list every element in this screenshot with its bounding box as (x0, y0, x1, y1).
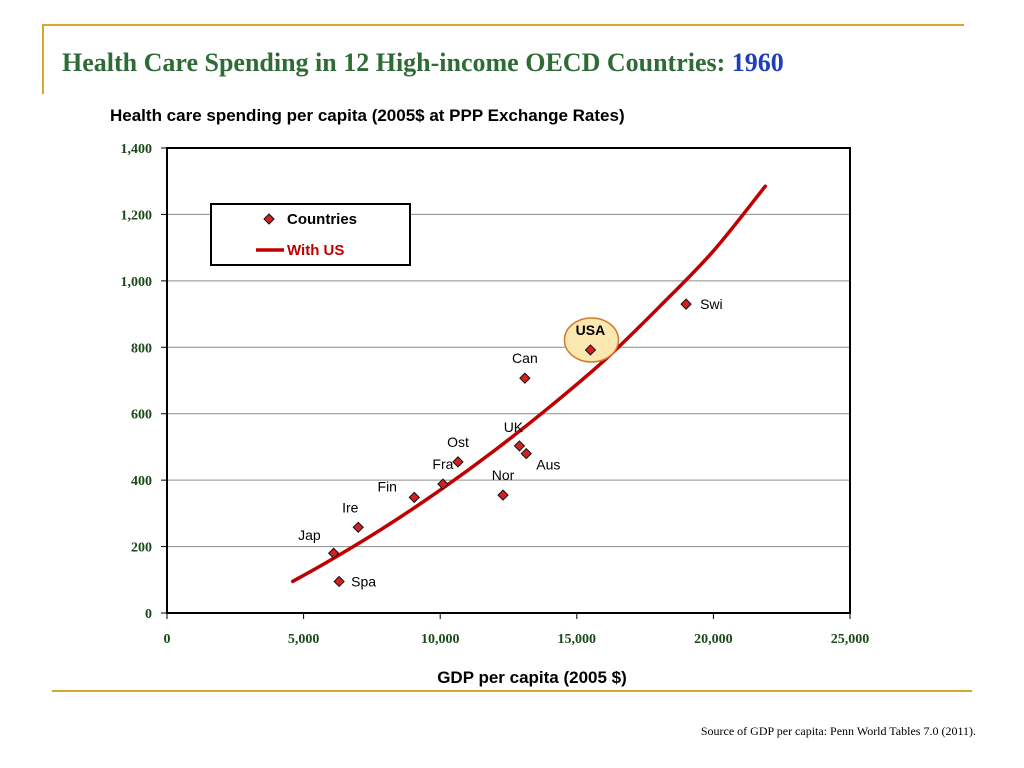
point-fra (437, 478, 449, 490)
y-tick-label-7: 1,400 (121, 142, 153, 157)
x-tick-label-2: 10,000 (421, 632, 460, 647)
point-ire (352, 521, 364, 534)
point-label-can: Can (512, 350, 538, 366)
point-label-swi: Swi (700, 296, 723, 312)
legend-label-with-us: With US (287, 242, 344, 259)
point-usa (584, 344, 597, 356)
point-label-aus: Aus (536, 457, 560, 473)
x-tick-label-4: 20,000 (694, 632, 733, 647)
scatter-chart: 0 200 400 600 800 1,000 1,200 1,400 0 5,000 10,000… (121, 142, 870, 647)
slide-title-year: 1960 (731, 48, 784, 77)
point-uk (513, 440, 526, 452)
y-tick-label-2: 400 (131, 474, 152, 489)
point-label-usa: USA (576, 322, 606, 338)
x-tick-label-3: 15,000 (558, 632, 597, 647)
y-tick-label-0: 0 (145, 607, 152, 622)
left-rule (42, 24, 44, 94)
point-spa (333, 575, 345, 588)
point-label-ost: Ost (447, 434, 469, 450)
point-label-jap: Jap (298, 527, 321, 543)
slide-title: Health Care Spending in 12 High-income O… (62, 48, 784, 78)
y-tick-label-3: 600 (131, 408, 152, 423)
slide-title-text: Health Care Spending in 12 High-income O… (62, 48, 732, 77)
y-tick-label-1: 200 (131, 541, 152, 556)
point-can (519, 372, 531, 384)
point-ost (452, 456, 464, 468)
y-tick-label-6: 1,200 (121, 208, 153, 223)
legend-box (210, 203, 411, 266)
y-tick-label-5: 1,000 (121, 275, 153, 290)
point-label-fra: Fra (432, 456, 453, 472)
source-note: Source of GDP per capita: Penn World Tab… (700, 724, 976, 738)
point-label-nor: Nor (492, 467, 515, 483)
x-tick-label-1: 5,000 (288, 632, 320, 647)
point-label-uk: UK (504, 419, 524, 435)
x-tick-label-5: 25,000 (831, 632, 870, 647)
top-rule (42, 24, 964, 26)
plot-border (166, 147, 851, 614)
highlight-ellipse-usa (563, 317, 620, 363)
point-swi (680, 298, 692, 310)
point-fin (408, 491, 420, 504)
bottom-rule (52, 690, 972, 692)
point-nor (497, 489, 509, 501)
point-label-ire: Ire (342, 499, 359, 515)
point-label-spa: Spa (351, 573, 376, 589)
legend-marker-countries (263, 213, 275, 225)
x-axis-label: GDP per capita (2005 $) (437, 668, 627, 687)
y-tick-label-4: 800 (131, 341, 152, 356)
x-tick-label-0: 0 (164, 632, 171, 647)
point-jap (327, 547, 340, 559)
series-line-with-us (290, 184, 768, 584)
chart-title: Health care spending per capita (2005$ a… (110, 106, 625, 125)
point-label-fin: Fin (378, 478, 397, 494)
legend-label-countries: Countries (287, 211, 357, 228)
point-aus (520, 447, 532, 460)
